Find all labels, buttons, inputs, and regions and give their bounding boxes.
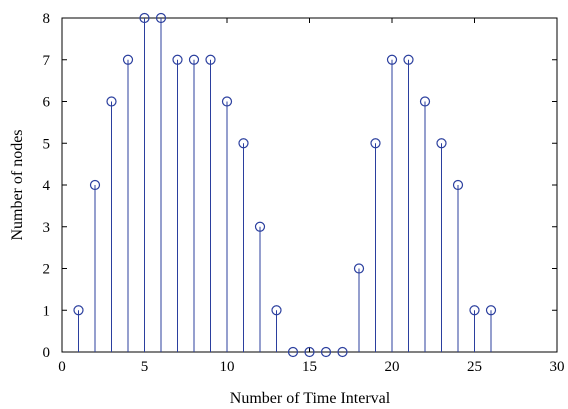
x-axis-label: Number of Time Interval <box>230 390 391 407</box>
stem-marker <box>287 346 299 358</box>
stem-marker <box>172 54 183 65</box>
y-tick-label: 3 <box>43 220 51 236</box>
plot-area <box>61 17 558 353</box>
y-axis-label: Number of nodes <box>9 129 26 240</box>
stem-marker <box>419 96 431 107</box>
stem-marker <box>469 305 480 316</box>
x-tick-label: 0 <box>58 359 66 375</box>
stem-marker <box>452 179 464 191</box>
stem-marker <box>155 12 167 24</box>
stem-marker <box>304 346 315 358</box>
stem-marker <box>205 54 216 65</box>
x-tick-label: 15 <box>302 359 317 375</box>
stem-marker <box>106 96 117 107</box>
stem-marker <box>271 305 282 316</box>
stem-marker <box>89 179 101 191</box>
y-tick-label: 7 <box>43 53 51 69</box>
stem-marker <box>254 221 266 232</box>
y-tick-label: 0 <box>43 345 51 361</box>
x-tick-label: 20 <box>385 359 400 375</box>
y-tick-label: 4 <box>43 178 51 194</box>
y-tick-label: 2 <box>43 262 51 278</box>
stem-marker <box>73 305 84 316</box>
y-tick-label: 8 <box>43 11 51 27</box>
stem-marker <box>353 263 365 274</box>
y-tick-label: 1 <box>43 303 51 319</box>
stem-marker <box>221 96 233 107</box>
y-tick-label: 6 <box>43 95 51 111</box>
stem-marker <box>370 138 381 149</box>
x-tick-label: 25 <box>467 359 482 375</box>
stem-marker <box>320 346 332 358</box>
y-tick-label: 5 <box>43 136 51 152</box>
stem-marker <box>238 138 249 149</box>
stem-marker <box>403 54 414 65</box>
stem-marker <box>436 138 447 149</box>
stem-marker <box>386 54 398 65</box>
stem-marker <box>188 54 200 65</box>
stem-marker <box>139 12 150 24</box>
x-tick-label: 30 <box>550 359 565 375</box>
stem-marker <box>485 305 497 316</box>
data-stems <box>73 12 497 358</box>
stem-marker <box>337 346 348 358</box>
x-tick-label: 10 <box>220 359 235 375</box>
x-tick-label: 5 <box>141 359 149 375</box>
stem-marker <box>122 54 134 65</box>
